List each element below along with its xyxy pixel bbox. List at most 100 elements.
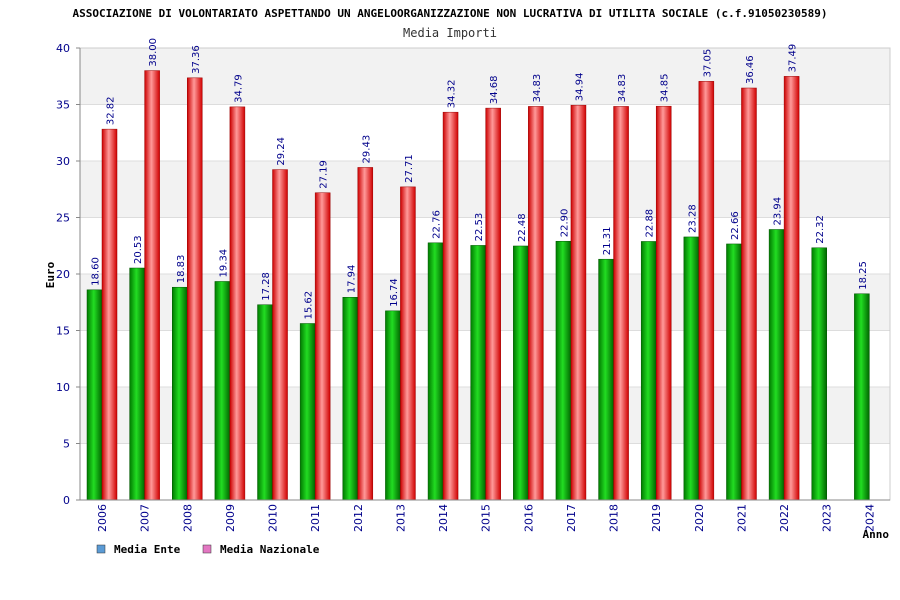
value-label: 20.53 xyxy=(133,235,144,264)
x-axis-label: Anno xyxy=(863,528,890,541)
bar-media-ente xyxy=(342,297,359,501)
x-axis-ticks: 2006 2007 2008 2009 2010 2011 2012 2013 2014 2015… xyxy=(96,504,876,532)
value-label: 21.31 xyxy=(602,227,613,256)
x-tick-label: 2009 xyxy=(224,504,237,532)
value-label: 16.74 xyxy=(389,278,400,307)
legend-label-media-nazionale: Media Nazionale xyxy=(220,543,320,556)
bar-media-ente xyxy=(427,242,444,501)
y-tick-label: 5 xyxy=(63,438,70,451)
bar-media-nazionale xyxy=(400,186,416,501)
x-tick-label: 2014 xyxy=(437,504,450,532)
value-label: 34.79 xyxy=(233,74,244,103)
value-label: 29.43 xyxy=(361,135,372,164)
value-label: 22.88 xyxy=(645,209,656,238)
value-label: 22.53 xyxy=(474,213,485,242)
x-tick-label: 2006 xyxy=(96,504,109,532)
x-tick-label: 2013 xyxy=(394,504,407,532)
bar-media-ente xyxy=(683,236,700,501)
value-label: 34.94 xyxy=(574,73,585,102)
bar-media-ente xyxy=(129,267,145,501)
y-tick-label: 35 xyxy=(56,99,70,112)
value-label: 18.60 xyxy=(91,257,102,286)
bar-media-ente xyxy=(214,281,231,501)
bar-media-nazionale xyxy=(655,105,672,501)
chart-title: ASSOCIAZIONE DI VOLONTARIATO ASPETTANDO … xyxy=(73,7,828,20)
legend: Media Ente Media Nazionale xyxy=(96,543,320,556)
bar-media-nazionale xyxy=(272,169,288,501)
bar-media-nazionale xyxy=(613,106,629,501)
value-label: 27.19 xyxy=(319,160,330,189)
x-tick-label: 2015 xyxy=(480,504,493,532)
x-tick-label: 2021 xyxy=(735,504,748,532)
bar-media-ente xyxy=(86,289,103,501)
bar-media-ente xyxy=(470,245,486,501)
bar-media-ente xyxy=(299,323,316,501)
bar-media-ente xyxy=(257,304,273,501)
value-label: 36.46 xyxy=(745,55,756,84)
bar-media-nazionale xyxy=(485,107,501,501)
y-tick-label: 0 xyxy=(63,494,70,507)
bar-media-ente xyxy=(811,247,827,501)
value-label: 32.82 xyxy=(106,96,117,125)
x-tick-label: 2008 xyxy=(181,504,194,532)
y-axis-label: Euro xyxy=(44,261,57,288)
value-label: 29.24 xyxy=(276,137,287,166)
value-label: 22.90 xyxy=(559,209,570,238)
value-label: 22.66 xyxy=(730,211,741,240)
bar-media-nazionale xyxy=(528,106,544,501)
value-label: 34.83 xyxy=(532,74,543,103)
value-label: 34.32 xyxy=(447,80,458,109)
bar-media-nazionale xyxy=(698,81,715,501)
value-label: 17.28 xyxy=(261,272,272,301)
x-tick-label: 2018 xyxy=(608,504,621,532)
y-tick-label: 20 xyxy=(56,268,70,281)
bar-media-nazionale xyxy=(442,111,459,501)
bar-media-ente xyxy=(726,243,742,501)
y-axis-ticks: 0 5 10 15 20 25 30 35 40 xyxy=(56,42,80,507)
x-tick-label: 2023 xyxy=(821,504,834,532)
bar-media-ente xyxy=(640,241,657,501)
y-tick-label: 10 xyxy=(56,381,70,394)
x-tick-label: 2022 xyxy=(778,504,791,532)
value-label: 34.85 xyxy=(660,74,671,103)
chart-subtitle: Media Importi xyxy=(403,26,497,40)
value-label: 18.25 xyxy=(858,261,869,290)
bar-media-nazionale xyxy=(357,167,374,501)
bar-media-ente xyxy=(555,240,572,501)
bar-media-nazionale xyxy=(570,104,587,501)
bar-media-nazionale xyxy=(229,106,246,501)
bar-media-ente xyxy=(513,245,529,501)
x-tick-label: 2012 xyxy=(352,504,365,532)
bar-media-nazionale xyxy=(187,77,203,501)
bars-group xyxy=(86,70,870,501)
value-label: 37.49 xyxy=(788,44,799,73)
bar-media-ente xyxy=(854,293,870,501)
bar-media-ente xyxy=(172,286,188,501)
value-label: 38.00 xyxy=(148,38,159,67)
value-labels: 18.60 32.82 20.53 38.00 18.83 37.36 19.34 34.79… xyxy=(91,38,869,320)
bar-media-ente xyxy=(385,310,401,501)
x-tick-label: 2011 xyxy=(309,504,322,532)
value-label: 23.28 xyxy=(687,204,698,233)
bar-media-ente xyxy=(598,258,614,501)
legend-label-media-ente: Media Ente xyxy=(114,543,181,556)
legend-swatch-media-nazionale xyxy=(202,544,212,554)
x-tick-label: 2024 xyxy=(863,504,876,532)
value-label: 23.94 xyxy=(773,197,784,226)
value-label: 22.32 xyxy=(815,215,826,244)
bar-media-nazionale xyxy=(314,192,331,501)
y-tick-label: 15 xyxy=(56,325,70,338)
value-label: 22.48 xyxy=(517,213,528,242)
value-label: 37.36 xyxy=(191,45,202,74)
value-label: 22.76 xyxy=(432,210,443,239)
x-tick-label: 2016 xyxy=(522,504,535,532)
legend-swatch-media-ente xyxy=(96,544,106,554)
bar-media-nazionale xyxy=(741,87,757,501)
value-label: 34.83 xyxy=(617,74,628,103)
x-tick-label: 2007 xyxy=(139,504,152,532)
bar-media-nazionale xyxy=(101,128,118,501)
value-label: 19.34 xyxy=(218,249,229,278)
value-label: 27.71 xyxy=(404,154,415,183)
value-label: 17.94 xyxy=(346,265,357,294)
